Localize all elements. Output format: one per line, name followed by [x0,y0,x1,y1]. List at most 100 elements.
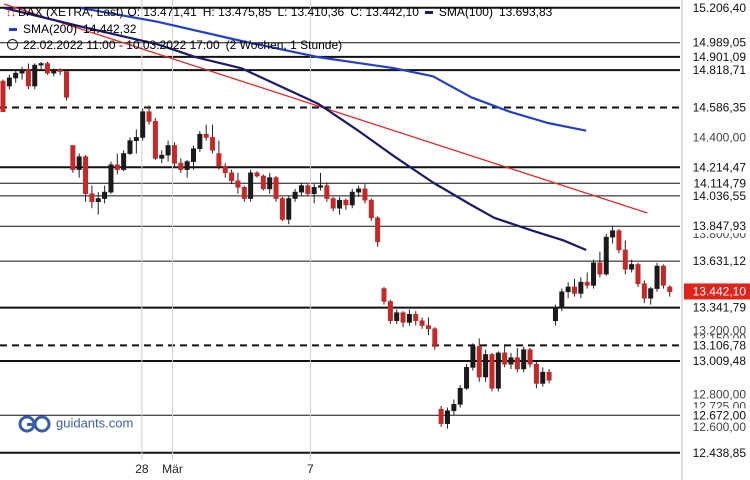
sma200-label: SMA(200) [23,22,78,36]
x-tick-label: 28 [135,462,149,476]
level-label: 15.206,40 [693,1,747,15]
candle-body [165,145,171,156]
candle-body [387,301,393,322]
candle-body [235,180,241,188]
ohlc-legend: ↕↕ DAX (XETRA, Last) O: 13.471,41 H: 13.475… [6,5,558,19]
level-label: 14.036,55 [693,189,747,203]
high-value: H: 13.475,85 [202,5,272,19]
candle-body [0,80,6,113]
candle-body [495,352,501,389]
candle-body [184,161,190,170]
candle-body [400,312,406,323]
instrument-name: DAX (XETRA, Last) [18,5,124,19]
level-label-bg [684,408,748,423]
candle-body [38,63,44,66]
candle-body [64,71,70,98]
candle-body [375,217,381,243]
candle-body [349,191,355,206]
candle-body [540,371,546,384]
candle-body [667,286,673,293]
candle-body [254,172,260,177]
level-label: 13.341,79 [693,301,747,315]
candle-body [13,72,19,79]
candle-body [660,265,666,286]
candle-body [381,288,387,302]
candle-body [203,133,209,138]
candle-body [133,137,139,141]
sma100-label: SMA(100) [438,5,493,19]
candle-body [337,199,343,209]
candle-body [305,185,311,195]
level-label-bg [684,49,748,64]
level-label-bg [684,35,748,50]
candle-body [324,185,330,199]
candle-body [451,404,457,412]
candle-body [108,164,114,193]
instrument-icon: ↕↕ [6,8,16,19]
date-range: 22.02.2022 11:00 - 10.03.2022 17:00 [23,38,220,52]
candle-body [159,154,165,159]
level-label: 13.847,93 [693,219,747,233]
candle-body [191,148,197,162]
candle-body [476,346,482,378]
candle-body [648,288,654,299]
sma200-path [80,6,587,132]
level-label-bg [684,188,748,203]
candle-body [76,156,82,170]
level-label: 14.989,05 [693,36,747,50]
level-label: 12.672,00 [693,408,747,422]
sma100-path [3,6,587,252]
candle-body [298,185,304,193]
candle-body [578,281,584,294]
candle-body [419,320,425,326]
level-label-bg [684,445,748,460]
level-label: 14.901,09 [693,50,747,64]
candle-body [83,156,89,195]
candle-body [425,325,431,330]
candle-body [286,198,292,220]
candle-body [368,199,374,219]
candle-body [464,367,470,389]
candle-body [584,281,590,286]
level-label-bg [684,354,748,369]
level-label: 14.214,47 [693,160,747,174]
candle-body [6,77,12,87]
sma100-value: 13.693,83 [498,5,553,19]
low-value: L: 13.410,36 [277,5,345,19]
candle-body [444,410,450,424]
candle-body [146,111,152,122]
candle-body [546,371,552,381]
candle-body [210,137,216,151]
y-tick-label: 14.400,00 [693,130,747,144]
candle-body [140,111,146,138]
sma200-line [80,6,587,132]
level-label-bg [684,176,748,191]
candle-body [406,314,412,323]
candle-body [95,198,101,203]
candle-body [19,69,25,74]
candle-body [571,286,577,294]
candle-body [248,172,254,199]
candle-body [171,145,177,164]
candle-body [343,199,349,206]
candle-body [229,172,235,182]
candle-body [356,188,362,193]
candle-body [552,307,558,322]
close-value: C: 13.442,10 [350,5,419,19]
last-price-label: 13.442,10 [693,284,747,298]
candle-body [317,185,323,188]
candle-body [260,175,266,190]
level-label: 14.818,71 [693,63,747,77]
candle-body [635,264,641,285]
candle-body [89,193,95,203]
x-grid-lines [141,0,683,480]
range-legend: 22.02.2022 11:00 - 10.03.2022 17:00 (2 Wo… [6,38,348,52]
level-label-bg [684,160,748,175]
guidants-watermark: guidants.com [18,414,133,434]
candle-body [273,177,279,199]
watermark-text: guidants.com [56,415,134,431]
candle-body [470,346,476,368]
horizontal-levels [0,6,680,454]
candle-body [279,198,285,220]
sma200-swatch-icon [9,28,17,32]
